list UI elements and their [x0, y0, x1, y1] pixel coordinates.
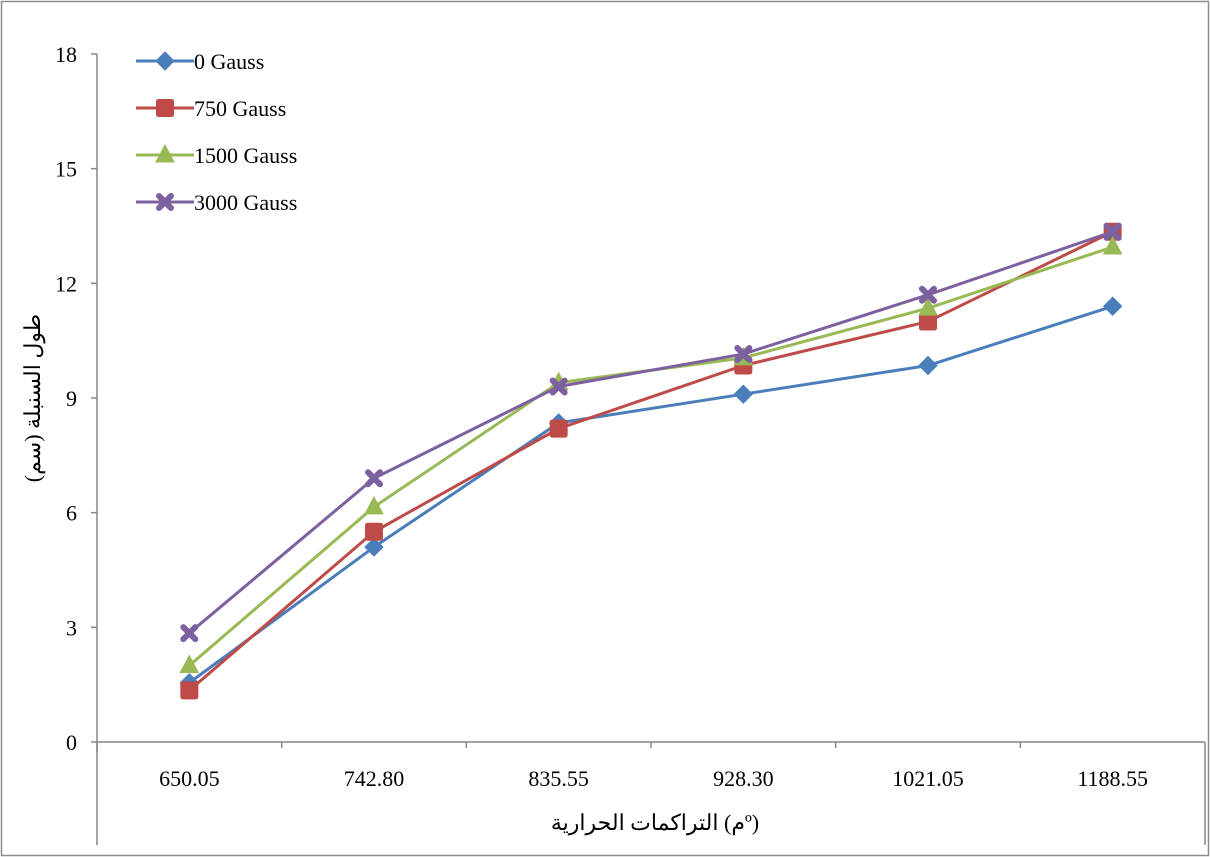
legend-marker: [156, 193, 174, 211]
legend-item: 3000 Gauss: [136, 190, 297, 215]
data-point: [919, 285, 937, 304]
x-axis-ticks: 650.05 742.80 835.55 928.30 1021.05 1188.55: [96, 742, 1206, 845]
data-point: [1102, 296, 1123, 316]
x-tick-label: 928.30: [713, 766, 774, 791]
legend-item: 750 Gauss: [136, 96, 286, 121]
y-tick-label: 15: [55, 157, 77, 182]
data-point: [733, 384, 754, 404]
data-point: [180, 624, 199, 643]
y-tick-label: 9: [66, 386, 77, 411]
y-tick-label: 12: [55, 271, 77, 296]
x-tick-label: 742.80: [344, 766, 405, 791]
legend-marker: [155, 143, 175, 163]
data-point: [1102, 235, 1123, 255]
series-3000-gauss: [180, 222, 1122, 643]
y-tick-label: 3: [66, 615, 77, 640]
data-point: [179, 654, 200, 674]
data-point: [918, 355, 938, 376]
y-tick-label: 18: [55, 42, 77, 67]
data-point: [364, 495, 384, 515]
series-line: [188, 304, 1114, 684]
legend-marker: [156, 99, 174, 117]
legend-label: 1500 Gauss: [194, 143, 297, 168]
legend-marker: [155, 51, 175, 71]
y-axis-title: طول السنبلة (سم): [20, 314, 46, 482]
y-tick-label: 6: [66, 501, 77, 526]
legend-label: 0 Gauss: [194, 49, 264, 74]
legend-label: 3000 Gauss: [194, 190, 297, 215]
legend-item: 1500 Gauss: [136, 143, 297, 168]
x-tick-label: 1021.05: [892, 766, 964, 791]
series-line: [188, 230, 1114, 635]
data-point: [365, 522, 383, 541]
y-tick-label: 0: [66, 730, 77, 755]
legend-label: 750 Gauss: [194, 96, 286, 121]
data-point: [1103, 222, 1122, 241]
series-layer: [179, 222, 1123, 700]
x-tick-label: 650.05: [159, 766, 220, 791]
legend: 0 Gauss 750 Gauss 1500 Gauss 3000 Gauss: [136, 49, 297, 215]
data-point: [918, 297, 938, 316]
legend-item: 0 Gauss: [136, 49, 264, 74]
x-axis-title: التراكمات الحرارية (مº): [551, 810, 759, 836]
series-line: [188, 230, 1114, 692]
x-tick-label: 835.55: [528, 766, 589, 791]
y-axis-ticks: 0 3 6 9 12 15 18: [55, 42, 97, 755]
data-point: [734, 345, 753, 364]
data-point: [364, 537, 384, 557]
data-point: [180, 681, 199, 700]
data-point: [549, 377, 568, 396]
x-tick-label: 1188.55: [1077, 766, 1148, 791]
data-point: [549, 419, 568, 438]
data-point: [365, 469, 383, 488]
